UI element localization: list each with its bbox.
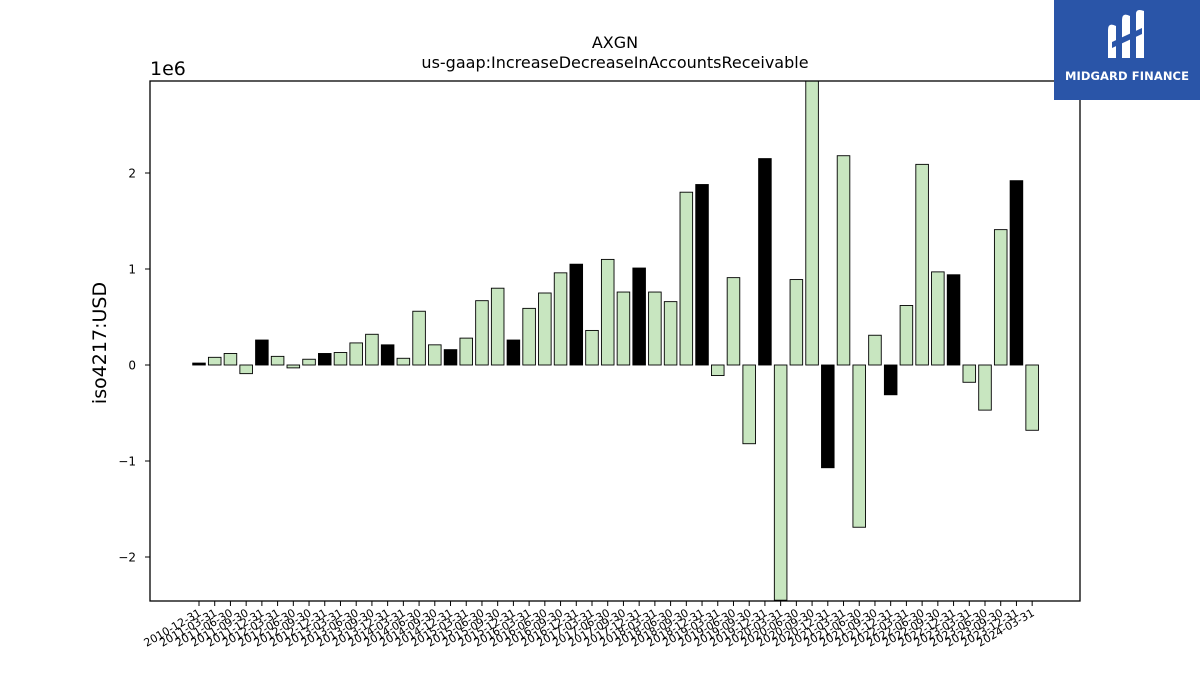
- bar: [993, 229, 1008, 366]
- bar: [946, 274, 961, 366]
- bar: [726, 277, 741, 366]
- chart-title: AXGN: [592, 33, 638, 52]
- bar: [443, 349, 458, 366]
- bar: [333, 352, 348, 366]
- y-axis-ticks: −2 −1 0 1 2: [118, 167, 150, 565]
- y-tick-label: 2: [128, 167, 136, 181]
- bar: [585, 329, 599, 366]
- bar: [270, 355, 285, 366]
- bar: [255, 339, 269, 366]
- bar: [1025, 364, 1039, 431]
- bar: [380, 344, 395, 366]
- bar: [868, 334, 882, 366]
- x-axis-ticks: 2010-12-312011-03-312011-06-302011-09-30…: [142, 601, 1037, 650]
- bar: [805, 80, 819, 366]
- bar: [758, 158, 772, 366]
- y-offset-label: 1e6: [150, 58, 186, 80]
- bar: [931, 271, 945, 366]
- bar: [475, 300, 489, 366]
- bar: [207, 356, 222, 366]
- bar: [663, 301, 678, 366]
- bar: [318, 353, 332, 366]
- bar: [789, 279, 804, 366]
- bar: [506, 339, 521, 366]
- plot-frame: [149, 80, 1081, 602]
- y-tick-label: −2: [118, 551, 136, 565]
- bars-group: [192, 80, 1039, 601]
- bar: [679, 191, 694, 366]
- bar: [695, 184, 709, 366]
- bar: [459, 337, 473, 366]
- bar: [365, 333, 379, 366]
- chart-subtitle: us-gaap:IncreaseDecreaseInAccountsReceiv…: [421, 53, 808, 72]
- bar: [349, 342, 363, 366]
- bar: [836, 155, 851, 366]
- bar: [978, 364, 992, 411]
- bar: [192, 362, 206, 366]
- bar: [742, 364, 756, 445]
- bar: [648, 291, 662, 366]
- y-tick-label: 1: [128, 263, 136, 277]
- bar: [428, 344, 442, 366]
- bar: [600, 258, 615, 366]
- y-tick-label: 0: [128, 359, 136, 373]
- bar: [412, 310, 426, 366]
- bar: [538, 292, 552, 366]
- bar: [569, 263, 584, 366]
- bar: [632, 267, 646, 366]
- bar: [616, 291, 631, 366]
- bar: [522, 307, 536, 366]
- bar: [490, 287, 505, 366]
- bar: [302, 358, 316, 366]
- bar: [915, 163, 929, 366]
- bar: [396, 357, 411, 366]
- midgard-finance-logo: MIDGARD FINANCE: [1054, 0, 1200, 100]
- bar: [899, 305, 914, 366]
- bar: [962, 364, 977, 383]
- bar: [773, 364, 788, 601]
- bar: [1009, 180, 1024, 366]
- bar: [223, 353, 238, 366]
- y-tick-label: −1: [118, 455, 136, 469]
- y-axis-label: iso4217:USD: [89, 282, 111, 404]
- bar: [286, 364, 301, 369]
- logo-mark-icon: [1108, 10, 1144, 59]
- bar: [821, 364, 835, 469]
- bar: [883, 364, 898, 396]
- logo-text: MIDGARD FINANCE: [1064, 69, 1190, 83]
- bar: [239, 364, 253, 375]
- bar: [711, 364, 725, 377]
- bar: [553, 272, 568, 366]
- bar: [852, 364, 866, 528]
